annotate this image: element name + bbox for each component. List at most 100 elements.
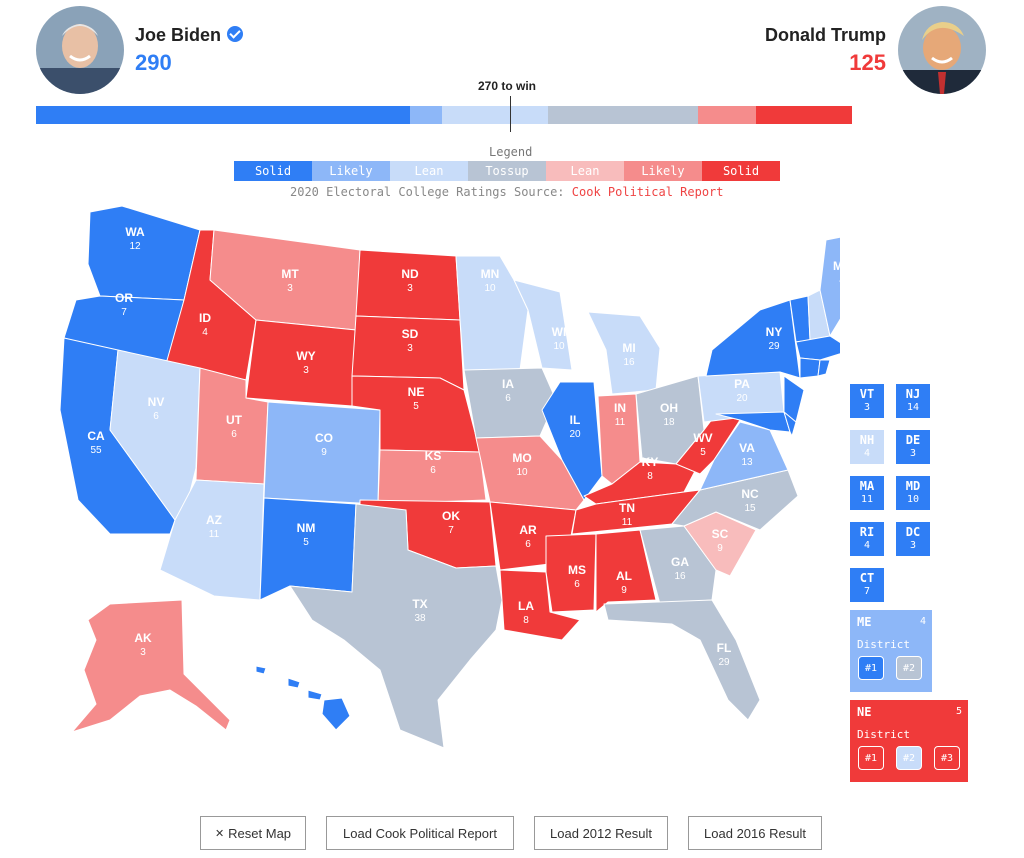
state-ev-me: 4 [839,275,840,286]
state-label-wy: WY [296,349,315,363]
right-candidate-name: Donald Trump [765,25,886,45]
state-wy[interactable] [245,319,357,407]
state-az[interactable] [159,479,265,601]
state-ak[interactable] [71,599,231,733]
me-district-2-button[interactable]: #2 [896,656,922,680]
small-state-nh[interactable]: NH 4 [850,430,884,464]
state-ga[interactable] [639,525,717,605]
me-district-1-button[interactable]: #1 [858,656,884,680]
state-label-co: CO [315,431,333,445]
small-state-md[interactable]: MD 10 [896,476,930,510]
me-district-panel: ME 4 District #1 #2 [850,610,932,692]
legend-dem-lean: Lean [390,161,468,181]
state-ny[interactable] [705,299,801,379]
ne-district-3-button[interactable]: #3 [934,746,960,770]
state-ri[interactable] [817,359,831,377]
state-ev-tn: 11 [622,517,633,528]
state-ev-wy: 3 [303,365,309,376]
load-2016-button[interactable]: Load 2016 Result [688,816,822,850]
state-al[interactable] [595,529,657,613]
state-label-wv: WV [693,431,712,445]
small-state-abbr: CT [859,571,875,585]
small-state-abbr: DE [905,433,921,447]
state-fl[interactable] [603,599,761,721]
ne-district-1-button[interactable]: #1 [858,746,884,770]
state-tx[interactable] [289,503,503,749]
state-wa[interactable] [87,205,201,301]
state-label-ks: KS [425,449,442,463]
tally-segment-tossup [548,106,699,124]
state-label-in: IN [614,401,626,415]
small-state-ma[interactable]: MA 11 [850,476,884,510]
state-label-ny: NY [766,325,783,339]
small-state-ev: 4 [863,540,871,551]
state-ma[interactable] [795,335,840,361]
state-label-ok: OK [442,509,460,523]
state-ks[interactable] [377,449,487,505]
state-ev-ut: 6 [231,429,237,440]
state-ev-or: 7 [121,307,127,318]
ne-district-ev: 5 [955,706,962,717]
state-label-mo: MO [512,451,531,465]
state-de[interactable] [783,411,797,437]
small-state-de[interactable]: DE 3 [896,430,930,464]
small-state-dc[interactable]: DC 3 [896,522,930,556]
state-label-va: VA [739,441,755,455]
small-state-abbr: NJ [905,387,921,401]
state-label-ga: GA [671,555,689,569]
state-label-ms: MS [568,563,586,577]
state-ev-sc: 9 [717,543,723,554]
small-state-abbr: VT [859,387,875,401]
state-ev-id: 4 [202,327,208,338]
small-state-nj[interactable]: NJ 14 [896,384,930,418]
state-ms[interactable] [545,533,597,613]
state-md[interactable] [715,411,791,433]
tally-segment-dem-likely [410,106,443,124]
tally-segment-dem-lean [442,106,549,124]
state-ev-nc: 15 [744,503,756,514]
state-va[interactable] [699,421,789,491]
legend-rep-likely: Likely [624,161,702,181]
state-nm[interactable] [259,497,357,601]
source-prefix: 2020 Electoral College Ratings Source: [290,185,565,199]
small-state-vt[interactable]: VT 3 [850,384,884,418]
state-label-ia: IA [502,377,514,391]
state-ev-ks: 6 [430,465,436,476]
state-label-ut: UT [226,413,243,427]
state-ct[interactable] [799,357,821,379]
state-hi[interactable] [255,665,351,731]
load-2012-button[interactable]: Load 2012 Result [534,816,668,850]
load-cook-button[interactable]: Load Cook Political Report [326,816,514,850]
biden-avatar [36,6,124,94]
state-ev-ne: 5 [413,401,419,412]
verified-check-icon [227,26,244,43]
state-label-mi: MI [622,341,635,355]
state-me[interactable] [819,236,840,337]
state-wi[interactable] [513,279,573,371]
small-state-ev: 11 [860,494,874,505]
ne-district-2-button[interactable]: #2 [896,746,922,770]
state-label-nc: NC [741,487,759,501]
state-il[interactable] [541,381,603,501]
state-label-me: ME [833,259,840,273]
source-link[interactable]: Cook Political Report [571,185,724,199]
state-ev-wa: 12 [129,241,141,252]
state-label-sd: SD [402,327,419,341]
state-label-sc: SC [712,527,729,541]
ne-district-abbr: NE [857,705,872,719]
state-ev-ia: 6 [505,393,511,404]
small-state-abbr: DC [905,525,921,539]
small-state-ct[interactable]: CT 7 [850,568,884,602]
state-ev-mt: 3 [287,283,293,294]
state-ev-ok: 7 [448,525,454,536]
state-mn[interactable] [455,255,529,371]
small-state-ri[interactable]: RI 4 [850,522,884,556]
reset-map-button[interactable]: ✕ Reset Map [200,816,306,850]
state-label-ky: KY [642,455,659,469]
legend-dem-likely: Likely [312,161,390,181]
small-state-ev: 7 [863,586,871,597]
state-ev-sd: 3 [407,343,413,354]
me-district-label: District [857,638,910,651]
trump-avatar [898,6,986,94]
ne-district-label: District [857,728,910,741]
